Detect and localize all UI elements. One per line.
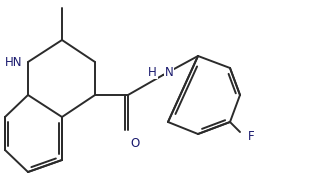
Text: F: F	[248, 129, 255, 142]
Text: N: N	[165, 66, 174, 79]
Text: O: O	[130, 137, 140, 150]
Text: H: H	[148, 66, 157, 79]
Text: HN: HN	[5, 56, 22, 69]
